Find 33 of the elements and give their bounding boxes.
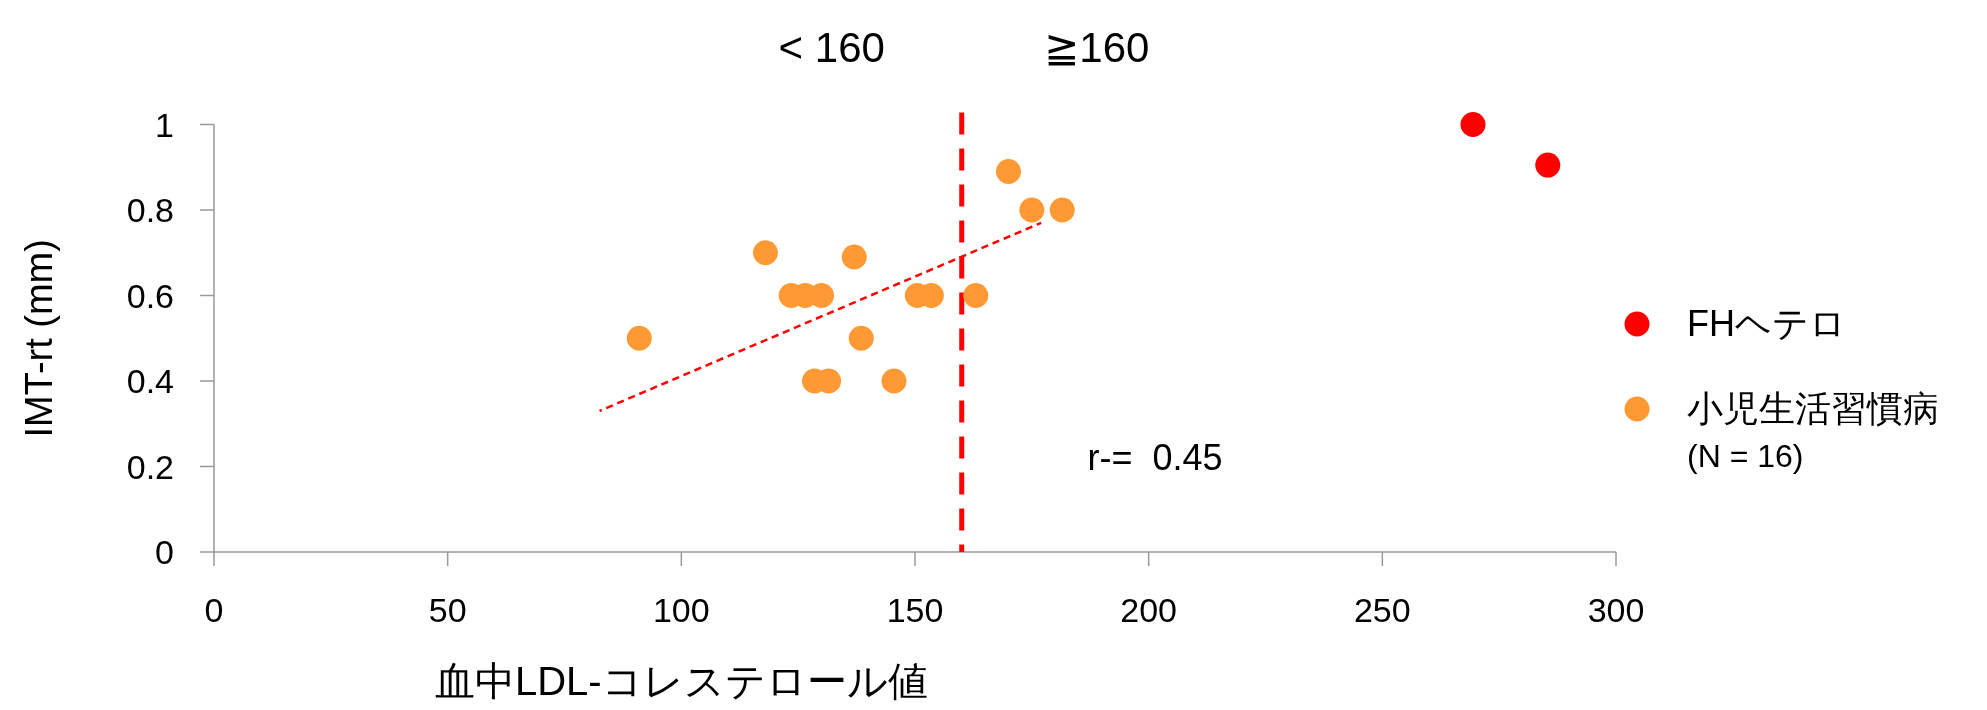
y-tick-label: 0.4 xyxy=(126,362,174,400)
point xyxy=(752,240,778,266)
point xyxy=(848,325,874,351)
y-tick-label: 0.2 xyxy=(126,447,174,486)
legend-label: FHヘテロ xyxy=(1687,303,1846,344)
x-tick-label: 50 xyxy=(428,591,467,629)
y-axis-title: IMT-rt (mm) xyxy=(18,239,60,438)
x-axis-title: 血中LDL-コレステロール値 xyxy=(434,659,928,703)
annotation: r-= 0.45 xyxy=(1087,437,1223,478)
text: ≧160 xyxy=(1044,24,1150,71)
x-tick-label: 200 xyxy=(1120,591,1178,629)
y-tick-label: 0.6 xyxy=(126,276,174,315)
x-tick-label: 0 xyxy=(204,591,224,629)
y-tick-label: 0.8 xyxy=(126,191,174,229)
text: < 160 xyxy=(778,24,885,71)
point xyxy=(1019,197,1045,223)
point xyxy=(626,325,652,351)
point xyxy=(963,283,989,308)
point xyxy=(1460,112,1486,137)
legend-item: 小児生活習慣病 (N = 16) xyxy=(1624,388,1939,474)
point xyxy=(1049,197,1075,223)
legend-label: 小児生活習慣病 (N = 16) xyxy=(1687,388,1939,474)
x-tick-label: 250 xyxy=(1353,591,1411,629)
point xyxy=(881,368,907,394)
point xyxy=(841,244,867,270)
x-tick-label: 100 xyxy=(652,591,710,629)
point xyxy=(1535,152,1561,178)
point xyxy=(995,159,1021,185)
x-tick-label: 300 xyxy=(1587,591,1645,629)
y-tick-label: 0 xyxy=(155,533,174,571)
legend-item: FHヘテロ xyxy=(1624,303,1846,344)
y-tick-label: 1 xyxy=(155,105,174,144)
x-tick-label: 150 xyxy=(886,591,944,629)
